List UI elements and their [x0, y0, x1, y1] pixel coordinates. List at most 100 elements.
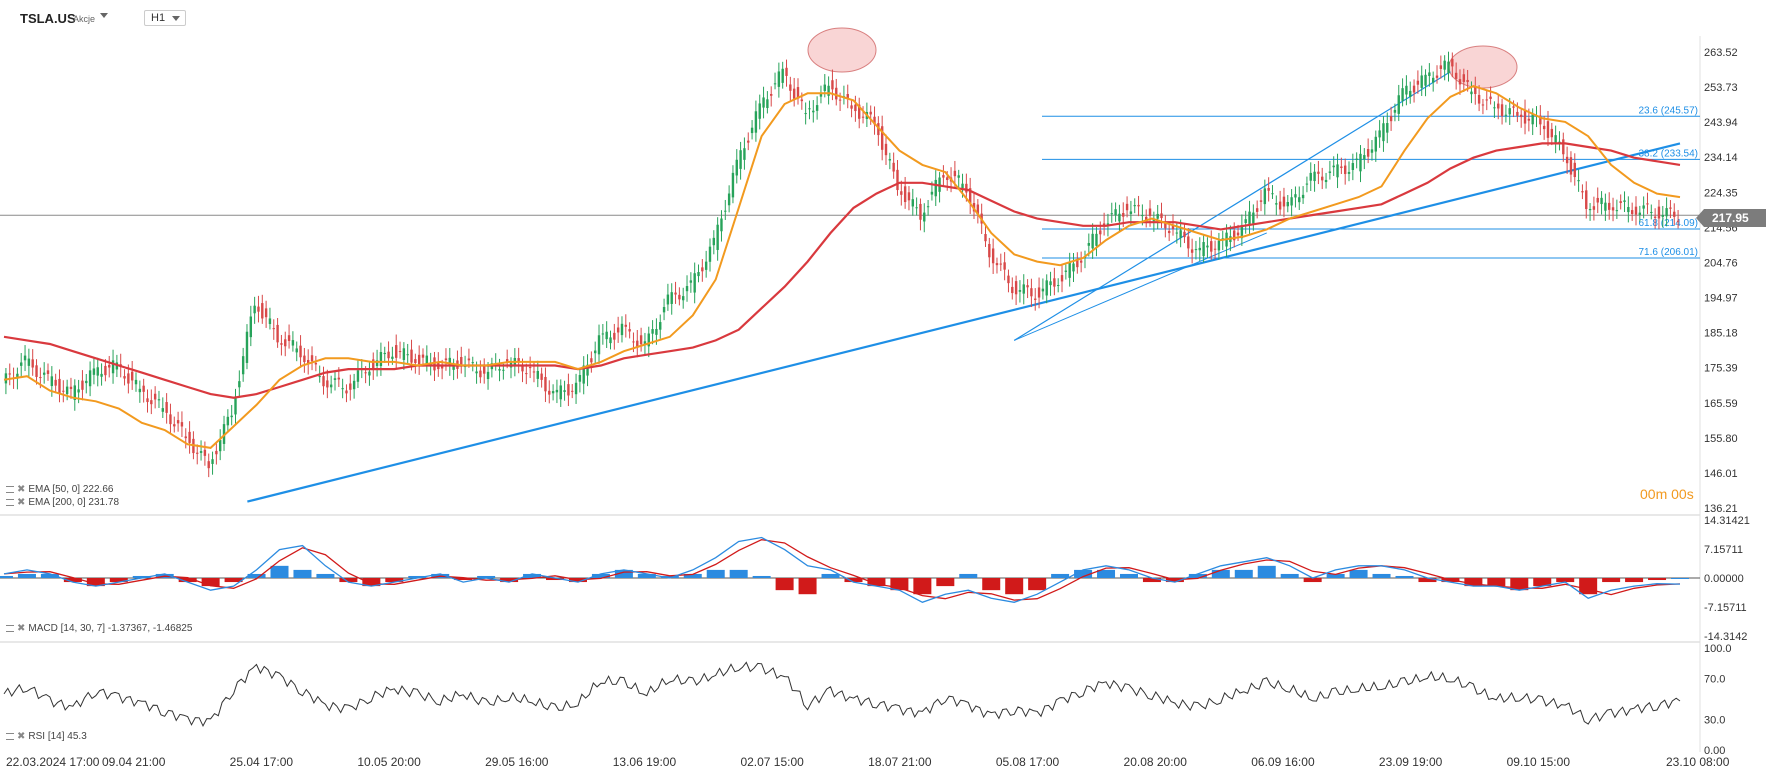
candle-body [831, 80, 834, 90]
candle-body [701, 267, 704, 272]
candle-body [930, 191, 934, 195]
candle-body [138, 388, 142, 393]
candle-body [620, 323, 624, 336]
candle-body [31, 359, 34, 368]
macd-histogram-bar [385, 578, 404, 583]
candle-body [1554, 135, 1557, 143]
close-icon[interactable]: ✖ [17, 731, 26, 742]
candle-body [1382, 123, 1385, 142]
candle-body [134, 379, 138, 385]
candle-body [1512, 106, 1515, 108]
candle-body [425, 355, 429, 366]
macd-histogram-bar [913, 578, 932, 595]
candle-body [1298, 197, 1301, 203]
y-tick-label: 224.35 [1704, 187, 1738, 199]
candle-body [157, 399, 161, 401]
symbol-dropdown-chevron-icon[interactable] [100, 13, 108, 18]
candle-body [1600, 197, 1603, 205]
candle-body [257, 306, 260, 312]
settings-icon[interactable] [6, 732, 14, 740]
candle-body [1439, 65, 1443, 69]
candle-body [150, 400, 153, 405]
candle-body [16, 373, 19, 379]
candle-body [1416, 80, 1420, 85]
candle-body [991, 248, 995, 264]
candle-body [1244, 219, 1247, 223]
settings-icon[interactable] [6, 624, 14, 632]
timer-minutes: 00m [1640, 486, 1668, 502]
candle-body [1443, 60, 1446, 70]
candle-body [1060, 275, 1064, 282]
macd-histogram-bar [1671, 578, 1689, 579]
macd-histogram-bar [1579, 578, 1598, 595]
close-icon[interactable]: ✖ [17, 484, 26, 495]
candle-body [65, 386, 69, 395]
candle-body [704, 261, 708, 270]
rsi-y-tick-label: 70.0 [1704, 674, 1725, 686]
macd-histogram-bar [844, 578, 863, 583]
candle-body [647, 333, 650, 347]
macd-histogram-bar [17, 573, 36, 579]
candle-body [241, 356, 245, 375]
candle-body [1608, 202, 1611, 210]
candle-body [356, 370, 360, 382]
candle-body [264, 308, 268, 318]
candle-body [674, 292, 677, 295]
candle-body [548, 390, 551, 395]
candle-body [655, 328, 658, 335]
rsi-y-tick-label: 100.0 [1704, 643, 1732, 655]
macd-histogram-bar [270, 565, 289, 578]
macd-histogram-bar [660, 575, 679, 578]
candle-body [314, 362, 318, 365]
candle-body [1420, 75, 1423, 88]
candle-body [563, 390, 566, 392]
timeframe-select[interactable]: H1 [144, 10, 186, 26]
candle-body [923, 212, 926, 222]
candle-body [1630, 210, 1634, 215]
candle-body [123, 376, 126, 379]
macd-histogram-bar [1303, 578, 1322, 583]
candle-body [483, 364, 486, 374]
candle-body [1014, 281, 1018, 295]
macd-histogram-bar [1211, 569, 1230, 578]
macd-histogram-bar [1028, 578, 1047, 591]
candle-body [815, 105, 819, 111]
macd-histogram-bar [109, 578, 128, 583]
candle-body [421, 354, 425, 358]
candle-body [1539, 115, 1542, 125]
candle-timer: 00m 00s [1640, 486, 1694, 502]
candle-body [915, 207, 918, 209]
rsi-line [3, 661, 1681, 728]
candle-body [1034, 298, 1037, 300]
legend-ema50-label: EMA [50, 0] 222.66 [28, 484, 114, 495]
candle-body [1405, 85, 1408, 95]
macd-histogram-bar [982, 578, 1001, 591]
macd-histogram-bar [867, 578, 886, 587]
candle-body [307, 359, 310, 365]
candle-body [1470, 91, 1473, 95]
candle-body [364, 372, 367, 374]
settings-icon[interactable] [6, 498, 14, 506]
candle-body [444, 358, 448, 361]
close-icon[interactable]: ✖ [17, 497, 26, 508]
close-icon[interactable]: ✖ [17, 623, 26, 634]
candle-body [727, 193, 731, 206]
settings-icon[interactable] [6, 485, 14, 493]
candle-body [988, 243, 991, 258]
macd-histogram-bar [1280, 573, 1299, 579]
candle-body [180, 422, 184, 427]
candle-body [1233, 230, 1236, 241]
candle-body [1102, 223, 1106, 226]
candle-body [46, 370, 50, 374]
candle-body [1508, 108, 1511, 115]
candle-body [1141, 215, 1144, 217]
candle-body [1497, 103, 1500, 109]
candle-body [1133, 205, 1136, 207]
candle-body [781, 68, 784, 83]
candle-body [1474, 86, 1477, 94]
symbol-name[interactable]: TSLA.US [20, 11, 76, 26]
rsi-y-tick-label: 30.0 [1704, 714, 1725, 726]
candle-body [1129, 211, 1133, 214]
